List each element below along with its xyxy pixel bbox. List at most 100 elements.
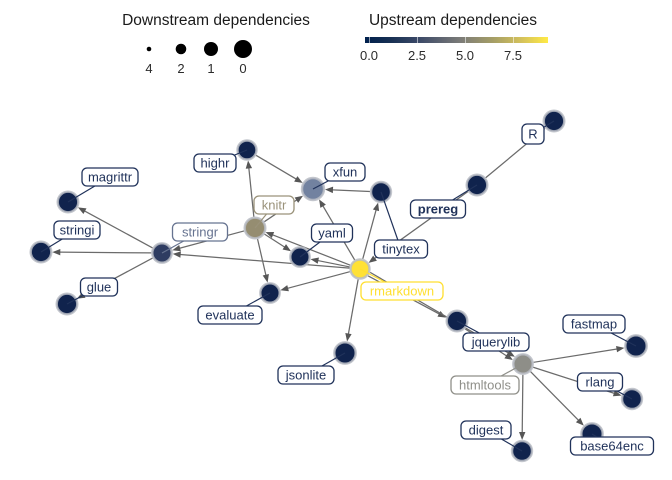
edge-htmltools-fastmap	[533, 348, 618, 363]
node-label-stringr: stringr	[171, 222, 229, 242]
node-label-magrittr: magrittr	[81, 167, 139, 187]
node-label-evaluate: evaluate	[197, 305, 263, 325]
svg-text:jsonlite: jsonlite	[285, 368, 326, 383]
edge-stringr-magrittr	[84, 210, 153, 249]
svg-text:fastmap: fastmap	[571, 317, 617, 332]
node-label-htmltools: htmltools	[450, 375, 520, 395]
edge-knitr-highr	[248, 167, 255, 217]
size-legend-dot-2	[175, 43, 187, 55]
svg-text:base64enc: base64enc	[580, 439, 644, 454]
node-label-rmarkdown: rmarkdown	[360, 281, 444, 301]
size-legend-value: 4	[145, 61, 153, 76]
edge-rmarkdown-knitr	[272, 234, 351, 266]
svg-text:prereg: prereg	[418, 202, 459, 217]
edge-rmarkdown-jsonlite	[347, 279, 359, 335]
svg-text:evaluate: evaluate	[205, 308, 254, 323]
colorbar-tick-label: 2.5	[407, 48, 427, 63]
size-legend-value: 1	[207, 61, 215, 76]
size-legend-dot-4	[146, 46, 152, 52]
arrowhead-knitr-yaml	[282, 244, 292, 252]
arrowhead-highr-xfun	[294, 176, 303, 183]
colorbar-tick-label: 0.0	[359, 48, 379, 63]
node-label-jquerylib: jquerylib	[462, 332, 530, 352]
node-label-stringi: stringi	[53, 220, 101, 240]
node-label-digest: digest	[460, 420, 512, 440]
node-label-glue: glue	[79, 277, 119, 297]
arrowhead-rmarkdown-knitr	[265, 232, 275, 239]
svg-text:htmltools: htmltools	[459, 378, 512, 393]
colorbar-tick-mark	[417, 37, 418, 43]
downstream-legend-circles	[146, 40, 252, 58]
size-legend-value: 0	[239, 61, 247, 76]
node-label-R: R	[521, 123, 545, 145]
node-label-jsonlite: jsonlite	[277, 365, 335, 385]
arrowhead-knitr-stringr	[172, 245, 181, 252]
edge-tinytex-xfun	[332, 189, 371, 193]
arrowhead-prereg-rmarkdown	[368, 255, 377, 263]
arrowhead-htmltools-fastmap	[616, 345, 625, 353]
node-label-base64enc: base64enc	[569, 436, 655, 456]
svg-text:knitr: knitr	[262, 198, 287, 213]
arrowhead-rmarkdown-yaml	[310, 257, 319, 264]
svg-text:tinytex: tinytex	[382, 242, 420, 257]
edge-rmarkdown-stringr	[180, 253, 350, 269]
svg-text:rmarkdown: rmarkdown	[370, 284, 434, 299]
arrowhead-rmarkdown-jsonlite	[345, 333, 352, 342]
edge-htmltools-digest	[521, 374, 524, 433]
edge-highr-xfun	[255, 154, 297, 180]
node-label-prereg: prereg	[409, 199, 467, 219]
arrowhead-stringr-magrittr	[77, 207, 87, 215]
arrowhead-jquerylib-htmltools	[504, 352, 513, 361]
svg-text:yaml: yaml	[318, 226, 346, 241]
node-label-highr: highr	[193, 153, 237, 173]
svg-text:xfun: xfun	[333, 165, 358, 180]
arrowhead-rmarkdown-tinytex	[372, 202, 380, 212]
svg-text:digest: digest	[469, 423, 504, 438]
downstream-legend-title: Downstream dependencies	[122, 12, 310, 29]
arrowhead-stringr-stringi	[52, 248, 61, 256]
svg-text:stringr: stringr	[182, 225, 219, 240]
size-legend-dot-1	[204, 42, 218, 56]
edge-knitr-yaml	[264, 233, 286, 248]
edge-htmltools-base64enc	[530, 371, 579, 421]
colorbar-tick-label: 7.5	[503, 48, 523, 63]
arrowhead-htmltools-base64enc	[575, 417, 584, 426]
colorbar-tick-mark	[513, 37, 514, 43]
edge-rmarkdown-yaml	[317, 259, 350, 268]
node-label-fastmap: fastmap	[562, 314, 626, 334]
svg-text:highr: highr	[201, 156, 231, 171]
arrowhead-knitr-evaluate	[262, 274, 269, 283]
node-label-tinytex: tinytex	[373, 239, 429, 259]
node-label-yaml: yaml	[310, 223, 354, 243]
size-legend-dot-0	[234, 40, 252, 58]
node-label-xfun: xfun	[324, 162, 366, 182]
upstream-legend-colorbar	[365, 37, 548, 43]
node-label-rlang: rlang	[576, 372, 624, 392]
edge-knitr-evaluate	[256, 238, 267, 276]
svg-text:magrittr: magrittr	[88, 170, 133, 185]
node-label-knitr: knitr	[253, 195, 295, 215]
colorbar-tick-mark	[369, 37, 370, 43]
arrowhead-htmltools-digest	[519, 431, 526, 441]
svg-text:stringi: stringi	[60, 223, 95, 238]
upstream-legend-title: Upstream dependencies	[368, 12, 538, 29]
svg-text:R: R	[528, 127, 537, 142]
arrowhead-rmarkdown-stringr	[172, 251, 181, 258]
edge-rmarkdown-tinytex	[362, 209, 377, 260]
arrowhead-tinytex-xfun	[324, 186, 334, 194]
edge-rmarkdown-evaluate	[287, 271, 351, 289]
svg-text:glue: glue	[87, 280, 112, 295]
arrowhead-knitr-xfun	[294, 195, 304, 203]
arrowhead-htmltools-rlang	[612, 390, 622, 397]
edge-stringr-stringi	[59, 251, 152, 254]
arrowhead-rmarkdown-evaluate	[280, 285, 289, 292]
svg-text:jquerylib: jquerylib	[471, 335, 520, 350]
size-legend-value: 2	[177, 61, 185, 76]
colorbar-tick-label: 5.0	[455, 48, 475, 63]
arrowhead-rmarkdown-xfun	[319, 199, 326, 208]
svg-text:rlang: rlang	[586, 375, 615, 390]
arrowhead-knitr-highr	[245, 160, 253, 169]
colorbar-tick-mark	[465, 37, 466, 43]
